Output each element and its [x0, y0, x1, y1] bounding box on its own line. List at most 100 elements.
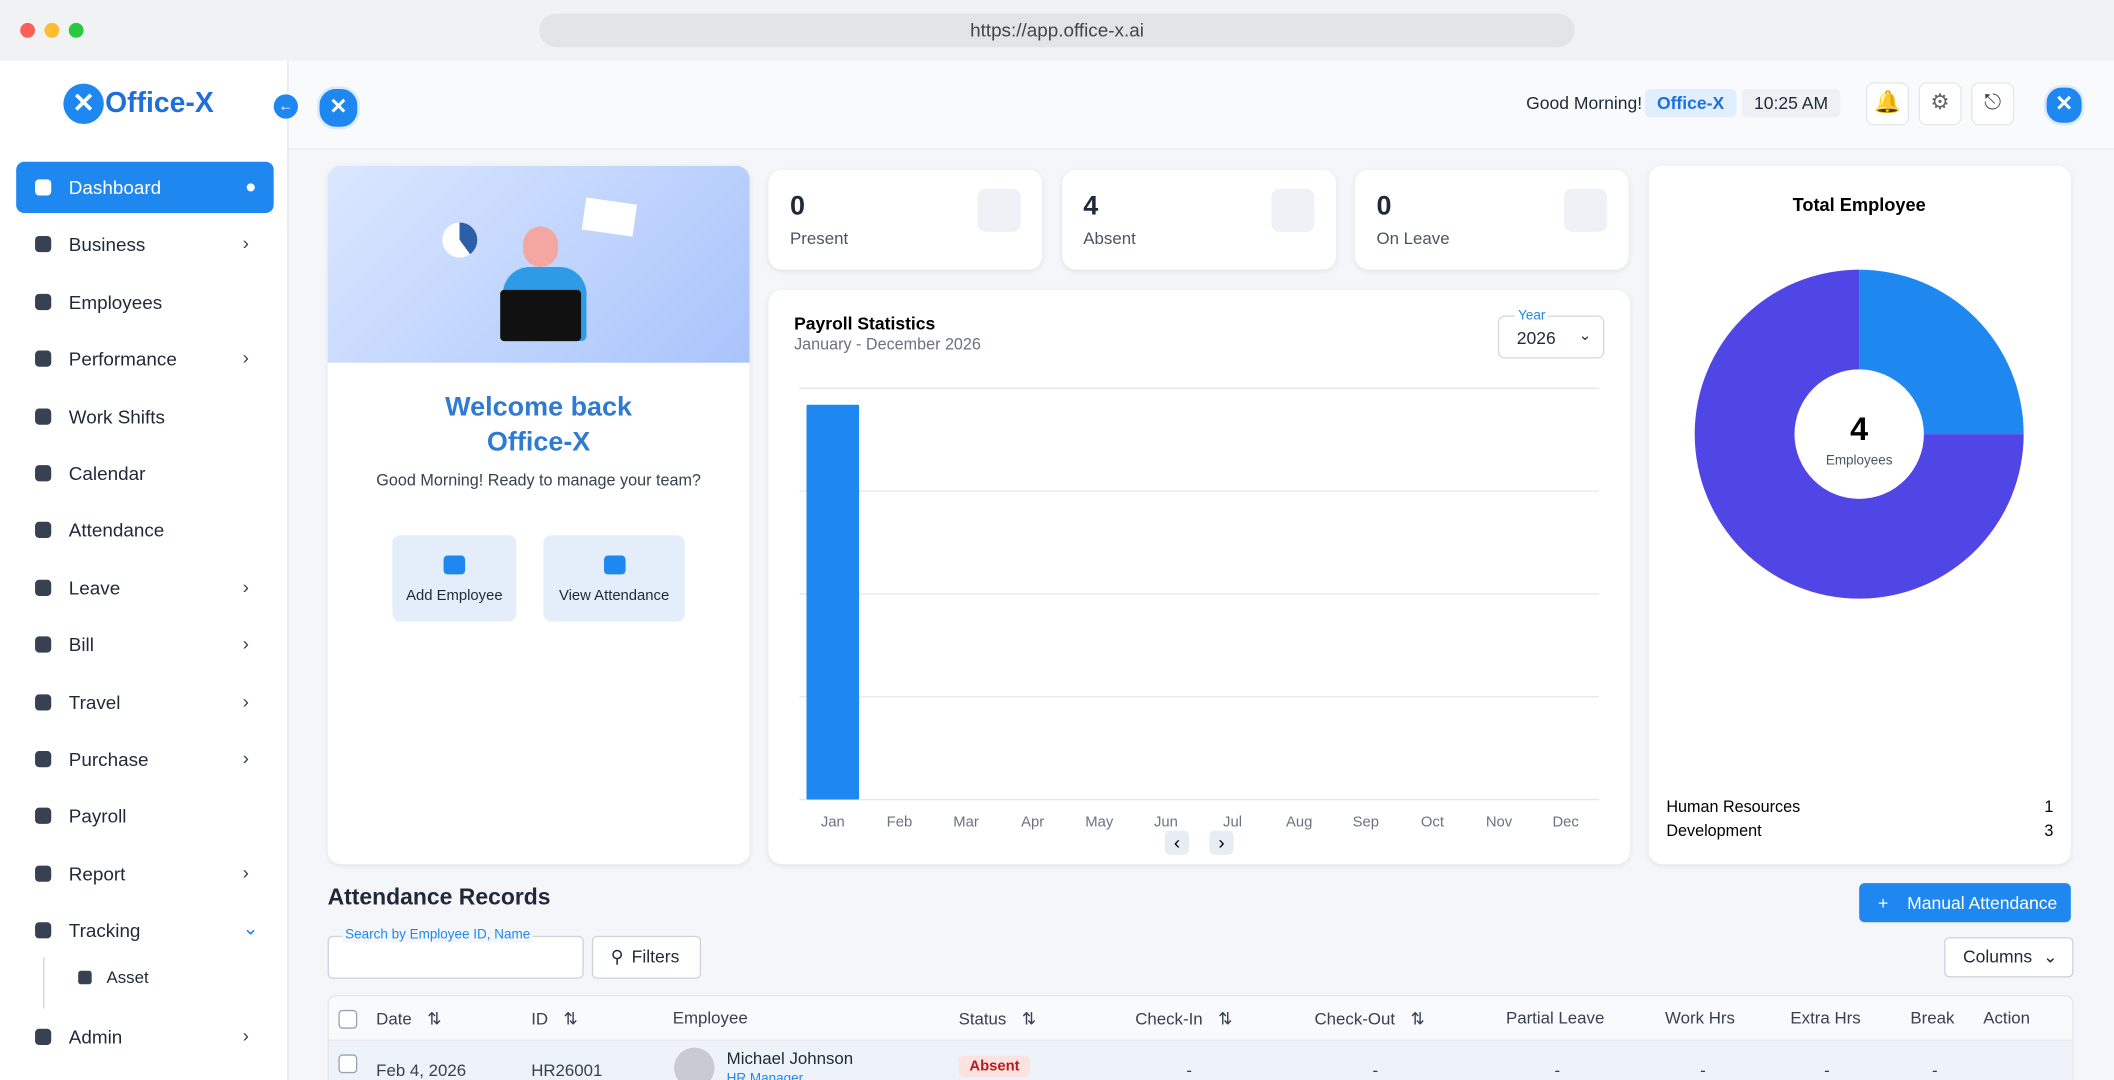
search-input[interactable]: Search by Employee ID, Name — [327, 927, 584, 979]
sort-icon[interactable]: ⇅ — [422, 1009, 442, 1029]
nav-item[interactable]: Work Shifts — [16, 390, 274, 441]
nav-item[interactable]: Business › — [16, 219, 274, 270]
nav-label: Work Shifts — [68, 405, 165, 427]
nav-label: Business — [68, 233, 146, 256]
browser-bar: https://app.office-x.ai — [0, 0, 2114, 63]
logo-icon: ✕ — [63, 83, 104, 125]
employee-role: HR Manager — [726, 1071, 804, 1080]
column-header: Partial Leave — [1505, 1008, 1605, 1028]
year-select[interactable]: Year 2026 ⌄ — [1497, 308, 1605, 359]
url-bar[interactable]: https://app.office-x.ai — [539, 13, 1575, 48]
stat-icon — [977, 188, 1021, 232]
nav-item[interactable]: Attendance — [16, 505, 274, 556]
column-header: Work Hrs — [1665, 1008, 1735, 1028]
stat-label: Present — [790, 229, 849, 249]
cell: - — [1186, 1061, 1193, 1080]
donut-hole — [1794, 369, 1924, 499]
nav-item[interactable]: Performance › — [16, 333, 274, 384]
nav-item[interactable]: Calendar — [16, 448, 274, 499]
chevron: ⌄ — [242, 917, 259, 939]
pager-button[interactable] — [1164, 830, 1190, 855]
stat-card: 4 Absent — [1061, 169, 1336, 270]
nav-label: Purchase — [68, 748, 149, 770]
tree-line — [43, 956, 45, 1008]
x-tick-label: May — [1085, 814, 1114, 830]
sort-icon[interactable]: ⇅ — [558, 1009, 578, 1029]
chevron: › — [242, 232, 249, 255]
collapse-button[interactable]: ← — [273, 94, 298, 119]
pager-button[interactable] — [1209, 830, 1234, 855]
nav-icon — [35, 179, 52, 196]
x-tick-label: Sep — [1353, 814, 1379, 830]
x-tick-label: Aug — [1286, 814, 1312, 830]
nav-item[interactable]: Purchase › — [16, 733, 274, 784]
legend-value: 1 — [2044, 798, 2053, 816]
nav-icon — [35, 579, 52, 596]
checkbox[interactable] — [338, 1009, 358, 1029]
manual-attendance-button[interactable]: + Manual Attendance — [1859, 883, 2071, 923]
nav-item[interactable]: Bill › — [16, 619, 274, 670]
button-text: Filters — [631, 946, 680, 967]
pie-icon — [442, 222, 478, 258]
active-dot — [246, 183, 255, 192]
quick-action[interactable]: Add Employee — [392, 535, 517, 622]
max-dot[interactable] — [68, 22, 84, 38]
nav-icon — [78, 970, 92, 984]
nav-icon — [35, 522, 52, 539]
employee-name: Michael Johnson — [726, 1048, 854, 1068]
avatar[interactable]: ✕ — [2043, 84, 2085, 126]
nav-subitem[interactable]: Asset — [54, 957, 270, 997]
nav-item[interactable]: Admin › — [16, 1011, 274, 1062]
checkbox[interactable] — [338, 1054, 358, 1074]
column-header[interactable]: Check-Out ⇅ — [1314, 1009, 1425, 1029]
chevron: ⌄ — [1578, 327, 1592, 344]
logout-button[interactable]: ⎋ — [1971, 82, 2015, 126]
action-icon — [603, 555, 626, 575]
x-tick-label: Jan — [821, 814, 845, 830]
cell: - — [1700, 1061, 1706, 1080]
nav-label: Asset — [106, 967, 149, 987]
nav-item[interactable]: Report › — [16, 848, 274, 899]
nav-label: Leave — [68, 576, 121, 599]
table-row — [328, 1040, 2073, 1080]
column-header[interactable]: Date ⇅ — [376, 1009, 442, 1029]
x-tick-label: Jun — [1154, 814, 1178, 830]
column-header[interactable]: ID ⇅ — [531, 1009, 578, 1029]
chevron: › — [242, 346, 249, 369]
min-dot[interactable] — [44, 22, 60, 38]
welcome-title: Welcome back Office-X — [328, 390, 750, 460]
chevron: › — [242, 575, 249, 598]
x-tick-label: Dec — [1552, 814, 1579, 830]
cell: - — [1554, 1061, 1561, 1080]
chevron: › — [242, 632, 249, 655]
cell: HR26001 — [531, 1061, 603, 1080]
nav-icon — [35, 865, 52, 882]
sort-icon[interactable]: ⇅ — [1017, 1009, 1036, 1029]
nav-label: Tracking — [68, 919, 141, 942]
nav-item[interactable]: Employees — [16, 276, 274, 327]
payroll-card: Year 2026 ⌄ — [768, 289, 1630, 865]
column-header[interactable]: Status ⇅ — [958, 1009, 1036, 1029]
settings-button[interactable]: ⚙ — [1918, 82, 1962, 126]
legend-label: Human Resources — [1666, 798, 1800, 816]
filters-button[interactable]: ⚲ Filters — [591, 935, 702, 979]
nav-item[interactable]: Payroll — [16, 791, 274, 842]
sort-icon[interactable]: ⇅ — [1405, 1009, 1425, 1029]
stat-label: On Leave — [1376, 229, 1450, 249]
nav-item[interactable]: Tracking ⌄ — [16, 905, 274, 956]
nav-item[interactable]: Travel › — [16, 676, 274, 727]
nav-item[interactable]: Leave › — [16, 562, 274, 613]
time: 10:25 AM — [1741, 88, 1841, 118]
notification-button[interactable]: 🔔 — [1865, 82, 1910, 126]
app-icon[interactable]: ✕ — [316, 86, 360, 130]
org-badge: Office-X — [1644, 88, 1737, 118]
columns-button[interactable]: Columns ⌄ — [1944, 937, 2074, 978]
nav-label: Payroll — [68, 805, 127, 828]
column-header[interactable]: Check-In ⇅ — [1135, 1009, 1233, 1029]
quick-action[interactable]: View Attendance — [543, 535, 685, 622]
nav-item[interactable]: Dashboard — [16, 161, 274, 214]
close-dot[interactable] — [20, 22, 36, 38]
stat-card: 0 On Leave — [1354, 169, 1629, 270]
sort-icon[interactable]: ⇅ — [1213, 1009, 1233, 1029]
